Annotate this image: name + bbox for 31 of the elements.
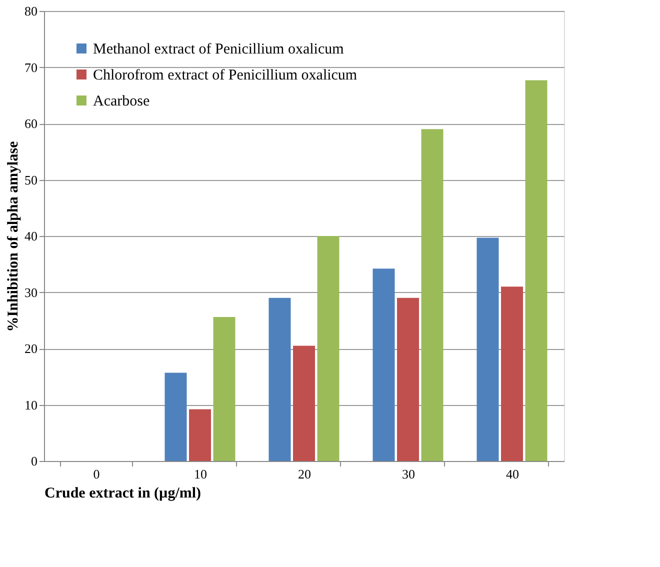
y-tick-label: 70 — [24, 60, 38, 75]
bar — [372, 268, 395, 461]
bar — [501, 286, 523, 461]
bar — [164, 372, 187, 461]
y-tick-label: 30 — [24, 284, 38, 300]
bar — [525, 80, 548, 461]
bar — [293, 346, 315, 461]
y-tick-label: 60 — [24, 116, 38, 131]
y-tick-label: 0 — [31, 454, 38, 468]
bar — [421, 129, 444, 461]
y-tick-label: 40 — [24, 228, 38, 244]
legend-label: Chlorofrom extract of Penicillium oxalicum — [93, 68, 358, 84]
x-axis-title: Crude extract in (µg/ml) — [44, 486, 202, 502]
legend-label: Acarbose — [93, 94, 150, 110]
bar — [213, 317, 236, 461]
y-tick-label: 50 — [24, 172, 38, 188]
bar — [397, 298, 419, 461]
bar — [189, 409, 211, 461]
bar — [268, 298, 291, 461]
y-tick-label: 20 — [24, 341, 38, 356]
x-tick-label: 30 — [402, 466, 415, 482]
bar — [317, 236, 340, 461]
x-tick-label: 20 — [298, 466, 311, 482]
y-axis-title: %Inhibition of alpha amylase — [6, 140, 22, 332]
bar — [476, 238, 499, 461]
x-tick-label: 10 — [194, 466, 207, 482]
x-tick-label: 40 — [506, 466, 519, 482]
y-tick-label: 80 — [24, 4, 38, 18]
legend-label: Methanol extract of Penicillium oxalicum — [93, 42, 344, 58]
x-tick-label: 0 — [93, 466, 100, 482]
y-tick-label: 10 — [24, 397, 38, 412]
